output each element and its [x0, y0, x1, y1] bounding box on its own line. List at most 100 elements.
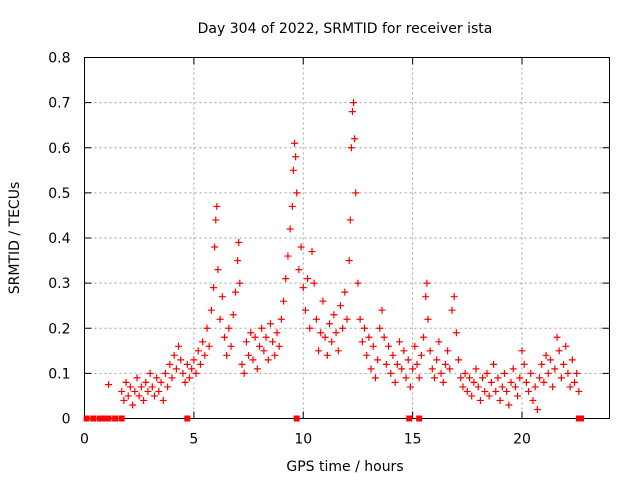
- data-point: [481, 387, 489, 395]
- data-point: [527, 369, 535, 377]
- y-tick-label: 0.2: [48, 321, 70, 337]
- data-point: [514, 392, 522, 400]
- y-tick-label: 0.3: [48, 276, 70, 292]
- plot-frame: [84, 57, 610, 419]
- y-tick-label: 0.4: [48, 231, 70, 247]
- data-point: [463, 387, 471, 395]
- data-point: [536, 374, 543, 382]
- data-point: [192, 369, 200, 377]
- data-point: [328, 338, 336, 346]
- data-point: [385, 342, 393, 350]
- data-point: [380, 333, 388, 341]
- y-axis-label: SRMTID / TECUs: [7, 182, 23, 295]
- data-point: [240, 369, 248, 377]
- data-point: [245, 351, 253, 359]
- data-point: [212, 216, 220, 224]
- data-point: [466, 374, 473, 382]
- data-point: [266, 320, 274, 328]
- data-point: [505, 401, 513, 409]
- data-point: [142, 378, 150, 386]
- data-point: [249, 356, 257, 364]
- zero-marker: [406, 415, 413, 422]
- data-point: [256, 342, 263, 350]
- data-point: [286, 225, 294, 233]
- data-point: [424, 315, 432, 323]
- data-point: [529, 396, 537, 404]
- data-point: [137, 383, 145, 391]
- data-point: [389, 351, 397, 359]
- data-point: [374, 356, 382, 364]
- data-point: [560, 360, 568, 368]
- data-point: [129, 401, 137, 409]
- zero-marker: [293, 415, 300, 422]
- data-point: [363, 351, 371, 359]
- data-point: [435, 338, 443, 346]
- data-point: [295, 266, 303, 274]
- data-point: [371, 374, 379, 382]
- data-point: [124, 392, 132, 400]
- data-point: [350, 99, 358, 107]
- data-point: [531, 383, 539, 391]
- data-point: [459, 383, 467, 391]
- data-point: [258, 324, 266, 332]
- data-point: [378, 306, 386, 314]
- data-point: [236, 279, 244, 287]
- data-point: [555, 347, 563, 355]
- data-point: [439, 378, 447, 386]
- data-point: [181, 378, 189, 386]
- data-point: [393, 360, 401, 368]
- data-point: [312, 315, 320, 323]
- data-point: [346, 216, 354, 224]
- data-point: [235, 239, 243, 247]
- data-point: [520, 360, 528, 368]
- data-point: [319, 297, 327, 305]
- y-tick-label: 0.5: [48, 186, 70, 202]
- data-point: [448, 306, 456, 314]
- data-point: [365, 333, 373, 341]
- data-point: [426, 347, 434, 355]
- data-point: [336, 302, 344, 310]
- data-point: [166, 360, 174, 368]
- data-point: [441, 360, 449, 368]
- data-point: [214, 266, 222, 274]
- data-point: [509, 365, 517, 373]
- data-point: [571, 378, 578, 386]
- data-point: [503, 387, 511, 395]
- data-point: [376, 324, 384, 332]
- data-point: [544, 369, 552, 377]
- data-point: [461, 369, 469, 377]
- data-point: [216, 315, 224, 323]
- data-point: [179, 369, 187, 377]
- data-point: [190, 356, 198, 364]
- zero-marker: [90, 415, 97, 422]
- data-point: [413, 360, 421, 368]
- data-point: [284, 252, 292, 260]
- data-point: [538, 360, 546, 368]
- data-point: [247, 329, 255, 337]
- data-point: [157, 378, 165, 386]
- data-point: [411, 342, 419, 350]
- data-point: [146, 369, 154, 377]
- zero-marker: [112, 415, 119, 422]
- data-point: [444, 347, 452, 355]
- y-tick-label: 0.6: [48, 141, 70, 157]
- data-point: [518, 347, 526, 355]
- data-point: [234, 257, 242, 265]
- data-point: [404, 356, 412, 364]
- data-point: [485, 392, 493, 400]
- zero-marker: [578, 415, 585, 422]
- data-point: [269, 338, 277, 346]
- data-point: [472, 365, 480, 373]
- data-point: [546, 356, 554, 364]
- data-point: [188, 365, 196, 373]
- data-point: [126, 383, 134, 391]
- data-point: [177, 356, 185, 364]
- data-point: [455, 356, 463, 364]
- data-point: [275, 342, 283, 350]
- data-point: [431, 374, 438, 382]
- x-axis-label: GPS time / hours: [286, 459, 403, 475]
- data-point: [470, 378, 478, 386]
- grid-lines: [84, 57, 610, 419]
- data-point: [304, 275, 312, 283]
- data-point: [282, 275, 290, 283]
